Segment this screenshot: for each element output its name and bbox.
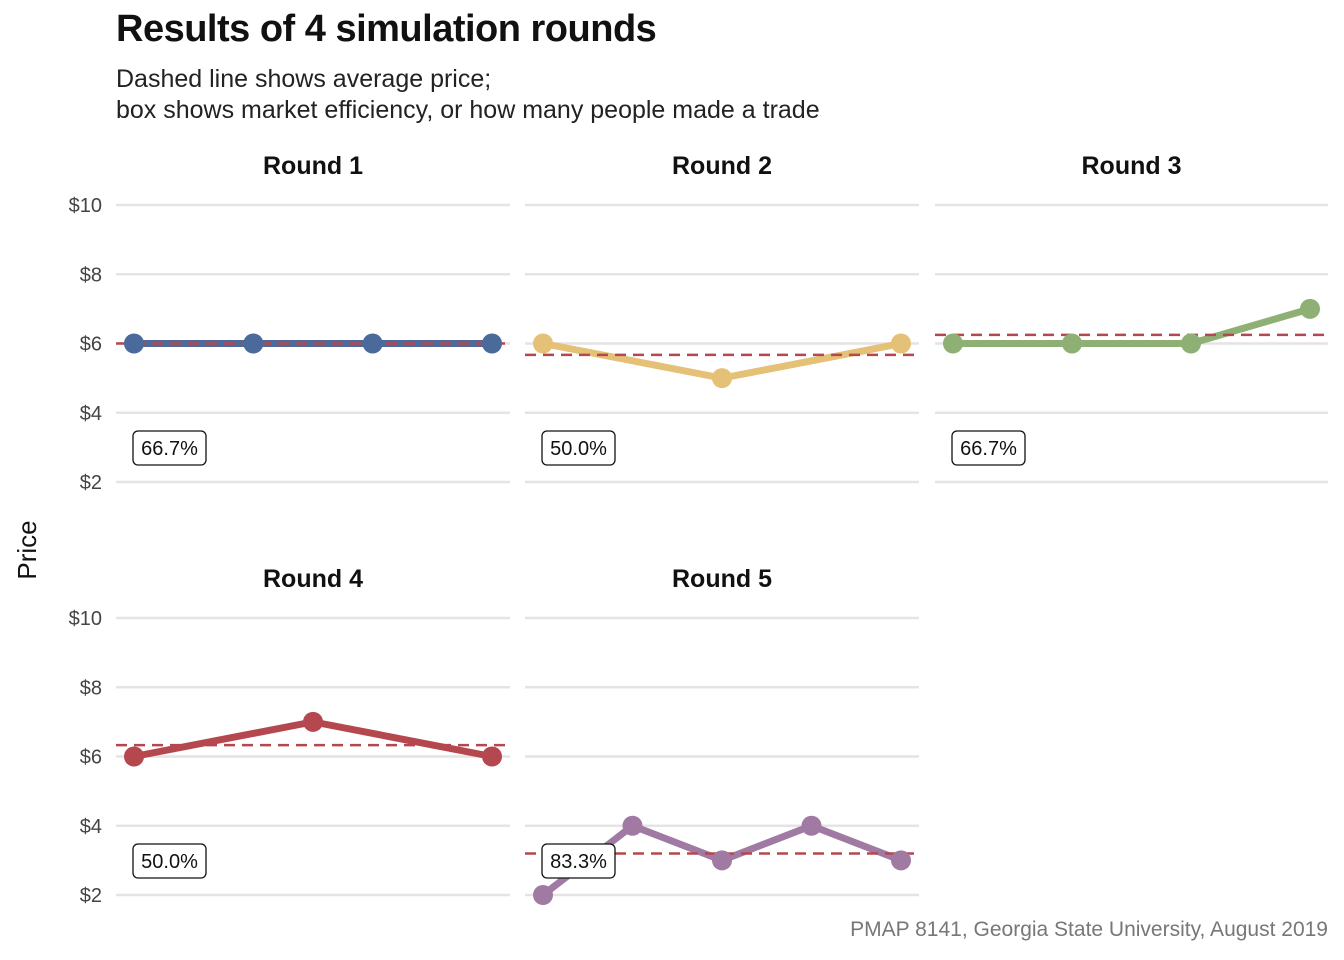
- panel-title: Round 4: [263, 565, 363, 593]
- subtitle-line-2: box shows market efficiency, or how many…: [116, 96, 820, 124]
- y-tick-label: $6: [80, 334, 102, 356]
- data-point: [124, 746, 144, 767]
- efficiency-label-box: [951, 430, 1026, 466]
- data-point: [891, 850, 911, 871]
- data-point: [533, 885, 553, 905]
- chart-title: Results of 4 simulation rounds: [116, 8, 657, 50]
- y-tick-label: $10: [69, 195, 102, 217]
- panel-title: Round 1: [263, 152, 363, 180]
- y-tick-label: $4: [80, 816, 102, 838]
- subtitle-line-1: Dashed line shows average price;: [116, 65, 492, 93]
- efficiency-label: 50.0%: [141, 851, 198, 873]
- data-point: [712, 368, 732, 389]
- data-point: [1300, 298, 1320, 319]
- panel-title: Round 2: [672, 152, 772, 180]
- data-point: [891, 333, 911, 354]
- data-point: [124, 333, 144, 354]
- chart-subtitle: Dashed line shows average price; box sho…: [116, 64, 820, 126]
- data-point: [801, 815, 822, 836]
- data-point: [303, 711, 323, 732]
- y-axis-label: Price: [12, 520, 42, 579]
- y-tick-label: $8: [80, 264, 102, 286]
- efficiency-label: 50.0%: [550, 438, 607, 460]
- y-tick-label: $6: [80, 747, 102, 769]
- panel-title: Round 5: [672, 565, 772, 593]
- data-point: [362, 333, 383, 354]
- data-point: [1181, 333, 1201, 354]
- efficiency-label: 66.7%: [960, 438, 1017, 460]
- efficiency-label-box: [541, 843, 616, 879]
- y-tick-label: $2: [80, 885, 102, 907]
- efficiency-label-box: [541, 430, 616, 466]
- efficiency-label-box: [132, 843, 207, 879]
- data-point: [482, 746, 502, 767]
- data-point: [533, 333, 553, 354]
- efficiency-label: 83.3%: [550, 851, 607, 873]
- series-line: [949, 305, 1314, 347]
- chart-caption: PMAP 8141, Georgia State University, Aug…: [850, 918, 1328, 941]
- data-point: [943, 333, 963, 354]
- y-tick-label: $4: [80, 403, 102, 425]
- data-point: [1062, 333, 1082, 354]
- efficiency-label-box: [132, 430, 207, 466]
- y-tick-label: $2: [80, 472, 102, 494]
- efficiency-label: 66.7%: [141, 438, 198, 460]
- y-tick-label: $10: [69, 608, 102, 630]
- panel-title: Round 3: [1082, 152, 1182, 180]
- data-point: [712, 850, 732, 871]
- data-point: [622, 815, 643, 836]
- data-point: [482, 333, 502, 354]
- data-point: [243, 333, 264, 354]
- y-tick-label: $8: [80, 677, 102, 699]
